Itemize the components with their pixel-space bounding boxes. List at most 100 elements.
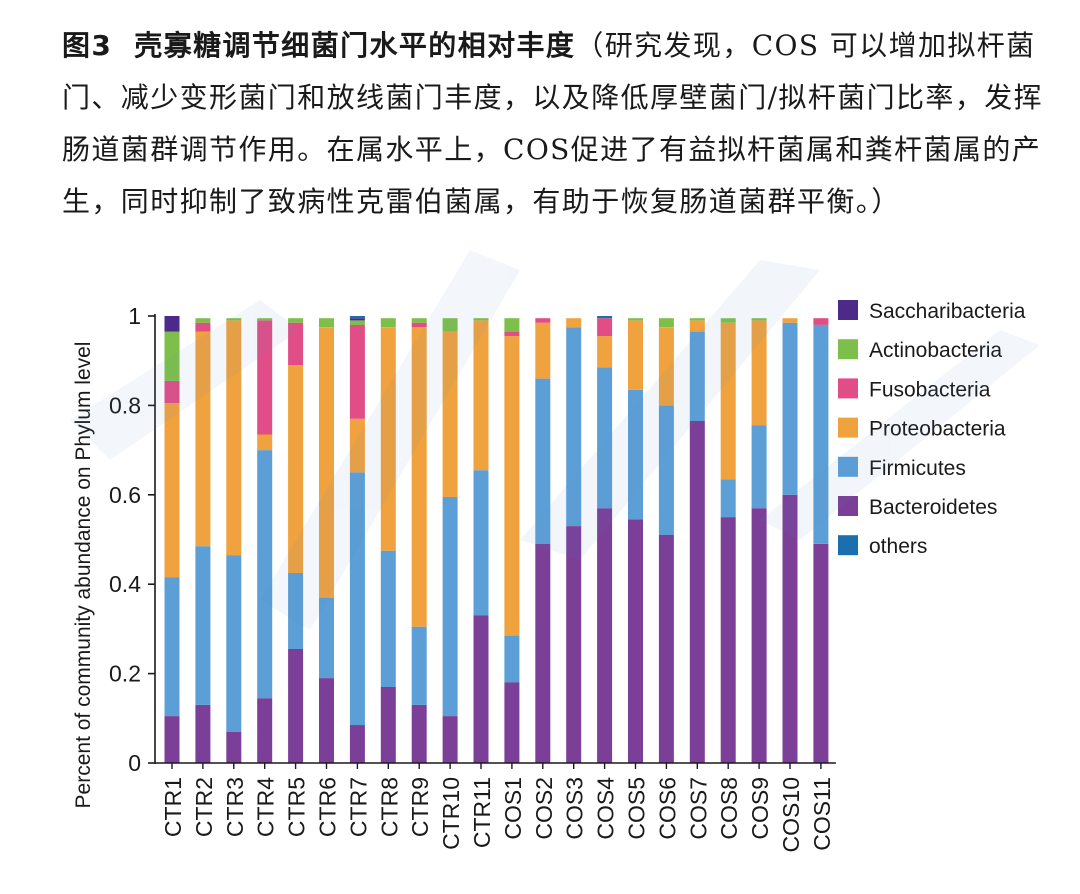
- legend-swatch-others: [838, 535, 858, 556]
- bar-segment-fusobacteria-cos1: [504, 331, 520, 337]
- bar-segment-proteobacteria-cos6: [658, 327, 674, 406]
- bar-segment-firmicutes-ctr3: [226, 555, 242, 732]
- y-tick-label: 0: [128, 750, 141, 776]
- bar-segment-bacteroidetes-cos11: [813, 544, 829, 763]
- bar-segment-bacteroidetes-cos2: [535, 544, 551, 763]
- x-tick-label-ctr7: CTR7: [345, 777, 371, 837]
- bar-segment-bacteroidetes-ctr1: [164, 716, 180, 763]
- bar-segment-firmicutes-ctr2: [195, 546, 211, 705]
- x-tick-label-ctr10: CTR10: [438, 777, 464, 850]
- bar-segment-bacteroidetes-cos3: [566, 526, 582, 763]
- bar-segment-firmicutes-cos5: [628, 389, 643, 520]
- bar-segment-firmicutes-cos1: [504, 635, 520, 683]
- figure-caption: 图3 壳寡糖调节细菌门水平的相对丰度（研究发现，COS 可以增加拟杆菌门、减少变形…: [62, 20, 1052, 228]
- bar-segment-fusobacteria-cos4: [597, 318, 613, 337]
- bar-segment-bacteroidetes-ctr9: [411, 704, 427, 763]
- bar-segment-actinobacteria-ctr4: [257, 318, 273, 321]
- bar-segment-fusobacteria-ctr1: [164, 380, 180, 404]
- x-tick-label-ctr11: CTR11: [469, 777, 495, 848]
- bar-segment-bacteroidetes-cos8: [720, 517, 736, 763]
- x-tick-label-cos9: COS9: [747, 777, 773, 840]
- bar-segment-actinobacteria-ctr8: [380, 318, 396, 328]
- legend-swatch-bacteroidetes: [838, 496, 858, 516]
- bar-segment-actinobacteria-cos6: [658, 318, 674, 328]
- bar-segment-fusobacteria-ctr5: [288, 322, 304, 366]
- bar-segment-actinobacteria-cos7: [689, 318, 705, 321]
- bar-segment-fusobacteria-cos2: [535, 318, 551, 323]
- figure-title: 壳寡糖调节细菌门水平的相对丰度: [134, 29, 576, 62]
- legend-label-saccharibacteria: Saccharibacteria: [869, 300, 1026, 323]
- bar-segment-bacteroidetes-ctr4: [257, 698, 273, 763]
- legend-label-bacteroidetes: Bacteroidetes: [869, 496, 997, 519]
- legend-label-proteobacteria: Proteobacteria: [869, 418, 1006, 441]
- bar-segment-proteobacteria-cos3: [566, 318, 582, 328]
- bar-segment-proteobacteria-ctr4: [257, 434, 273, 451]
- bar-segment-bacteroidetes-ctr5: [288, 649, 304, 763]
- bar-segment-actinobacteria-ctr11: [473, 318, 489, 321]
- bar-segment-bacteroidetes-cos7: [689, 421, 705, 763]
- bar-segment-saccharibacteria-ctr7: [349, 318, 365, 321]
- legend-label-others: others: [869, 535, 927, 558]
- y-tick-label: 0.6: [109, 482, 141, 508]
- bar-segment-others-cos4: [597, 316, 613, 319]
- bar-segment-bacteroidetes-ctr8: [380, 687, 396, 763]
- legend-swatch-firmicutes: [838, 456, 858, 477]
- x-tick-label-ctr4: CTR4: [253, 777, 279, 837]
- bar-segment-proteobacteria-cos7: [689, 320, 705, 332]
- y-axis-title: Percent of community abundance on Phylum…: [72, 342, 95, 809]
- figure-caption-body: （研究发现，COS 可以增加拟杆菌门、减少变形菌门和放线菌门丰度，以及降低厚壁菌…: [62, 29, 1044, 218]
- x-tick-label-ctr9: CTR9: [407, 777, 433, 837]
- y-tick-label: 0.2: [109, 661, 141, 687]
- x-tick-label-cos1: COS1: [500, 777, 526, 840]
- bar-segment-actinobacteria-cos8: [720, 318, 736, 323]
- x-tick-label-cos4: COS4: [593, 777, 619, 840]
- bar-segment-firmicutes-cos3: [566, 327, 582, 527]
- bar-segment-fusobacteria-cos11: [813, 318, 829, 325]
- bar-segment-actinobacteria-cos1: [504, 318, 520, 332]
- bar-segment-fusobacteria-ctr9: [411, 322, 427, 328]
- y-tick-label: 0.8: [109, 392, 141, 418]
- bar-segment-firmicutes-ctr7: [349, 472, 365, 726]
- bar-segment-proteobacteria-ctr3: [226, 320, 242, 556]
- bar-segment-firmicutes-ctr6: [319, 597, 334, 679]
- bar-segment-fusobacteria-ctr7: [349, 324, 365, 419]
- bar-segment-proteobacteria-ctr10: [442, 331, 458, 497]
- legend-swatch-saccharibacteria: [838, 300, 858, 320]
- bar-segment-firmicutes-ctr4: [257, 450, 273, 699]
- x-tick-label-ctr5: CTR5: [284, 777, 310, 837]
- bar-segment-proteobacteria-cos4: [597, 336, 613, 368]
- bar-segment-firmicutes-cos2: [535, 378, 551, 544]
- legend-swatch-actinobacteria: [838, 339, 858, 360]
- bar-segment-proteobacteria-ctr11: [473, 320, 489, 471]
- bar-segment-firmicutes-cos10: [782, 322, 798, 495]
- bar-segment-bacteroidetes-cos1: [504, 682, 520, 763]
- bar-segment-actinobacteria-ctr10: [442, 318, 458, 332]
- bar-segment-bacteroidetes-cos6: [658, 535, 674, 763]
- x-tick-label-cos6: COS6: [654, 777, 680, 840]
- x-tick-label-cos2: COS2: [531, 777, 557, 840]
- bar-segment-proteobacteria-cos1: [504, 336, 520, 636]
- legend-swatch-proteobacteria: [838, 417, 858, 438]
- bar-segment-actinobacteria-ctr9: [411, 318, 427, 323]
- legend-label-fusobacteria: Fusobacteria: [869, 378, 991, 401]
- x-tick-label-cos10: COS10: [778, 777, 804, 852]
- y-tick-label: 1: [128, 303, 141, 329]
- x-tick-label-cos11: COS11: [809, 777, 835, 851]
- bar-segment-proteobacteria-ctr8: [380, 327, 396, 551]
- bar-segment-others-ctr7: [349, 316, 365, 319]
- bar-segment-firmicutes-cos6: [658, 405, 674, 535]
- bar-segment-firmicutes-ctr10: [442, 497, 458, 716]
- bar-segment-firmicutes-ctr8: [380, 550, 396, 687]
- bar-segment-saccharibacteria-ctr1: [164, 316, 180, 332]
- bar-segment-firmicutes-ctr11: [473, 470, 489, 616]
- bar-segment-bacteroidetes-ctr2: [195, 704, 211, 763]
- bar-segment-firmicutes-cos7: [689, 331, 705, 421]
- x-tick-label-ctr2: CTR2: [191, 777, 217, 837]
- bar-segment-actinobacteria-ctr2: [195, 318, 211, 323]
- bar-segment-bacteroidetes-cos10: [782, 494, 798, 763]
- bar-segment-bacteroidetes-cos5: [628, 519, 643, 763]
- bar-segment-proteobacteria-ctr9: [411, 327, 427, 627]
- bar-segment-firmicutes-ctr5: [288, 573, 304, 649]
- bar-segment-firmicutes-cos11: [813, 324, 829, 544]
